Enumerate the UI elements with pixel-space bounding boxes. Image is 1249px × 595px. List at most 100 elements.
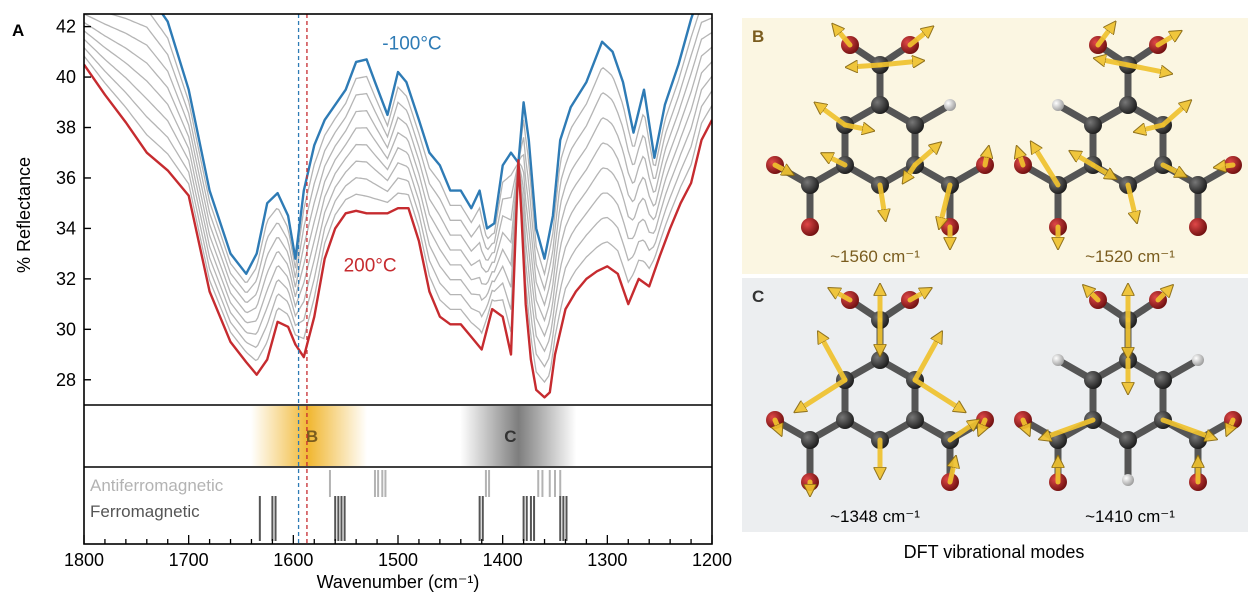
carbon-atom	[1119, 431, 1137, 449]
carbon-atom	[906, 411, 924, 429]
plot-frame	[83, 13, 713, 545]
vibration-arrow	[1160, 417, 1213, 438]
hydrogen-atom	[1052, 354, 1064, 366]
vibration-arrow	[1218, 165, 1236, 167]
vibration-arrow	[877, 61, 920, 65]
vibration-arrow	[1155, 288, 1170, 303]
vibration-arrow	[905, 162, 918, 180]
molecule-mode-1410	[1014, 288, 1242, 491]
y-axis-label: % Reflectance	[14, 157, 34, 273]
vibration-arrow	[832, 290, 853, 303]
calc-row-label: Antiferromagnetic	[90, 476, 224, 495]
hydrogen-atom	[1052, 99, 1064, 111]
x-tick-label: 1300	[587, 550, 627, 570]
carbon-atom	[801, 431, 819, 449]
vibration-arrow	[1125, 62, 1168, 73]
vibration-arrow	[950, 460, 955, 485]
region-band-b	[251, 406, 368, 466]
panel-b-label: B	[752, 27, 764, 46]
spectrum-line-intermediate	[84, 47, 712, 368]
vibration-arrow	[1138, 122, 1166, 131]
curve-annotation: 200°C	[344, 255, 397, 276]
vibration-arrow	[1086, 288, 1101, 303]
hydrogen-atom	[1122, 474, 1134, 486]
oxygen-atom	[1189, 218, 1207, 236]
y-tick-label: 34	[56, 218, 76, 238]
y-tick-label: 42	[56, 17, 76, 37]
y-tick-label: 32	[56, 269, 76, 289]
carbon-atom	[801, 176, 819, 194]
vibration-arrow	[1160, 162, 1183, 175]
molecule-mode-1348	[766, 288, 994, 492]
vibration-arrow	[835, 27, 853, 48]
spectrum-line-intermediate	[84, 38, 712, 353]
vibration-arrow	[1018, 150, 1023, 168]
vibration-arrow	[1155, 33, 1178, 48]
vibration-arrow	[1023, 417, 1028, 432]
hydrogen-atom	[944, 99, 956, 111]
carbon-atom	[1084, 116, 1102, 134]
region-label-b: B	[306, 427, 318, 446]
x-tick-label: 1700	[169, 550, 209, 570]
spectrum-line-intermediate	[84, 21, 712, 323]
vibration-arrow	[912, 335, 940, 383]
x-tick-label: 1200	[692, 550, 732, 570]
vibration-arrow	[1125, 182, 1136, 219]
vibration-arrow	[947, 422, 976, 443]
carbon-atom	[906, 116, 924, 134]
calc-panel: B C Antiferromagnetic Ferromagnetic	[90, 406, 577, 541]
vibration-arrow	[907, 29, 930, 48]
mode-label-1560: ~1560 cm⁻¹	[830, 247, 920, 266]
spectrum-panel: B C Antiferromagnetic Ferromagnetic 28 30 32 3…	[12, 13, 732, 592]
vibration-arrow	[907, 290, 928, 303]
vibration-arrow	[818, 105, 848, 128]
spectrum-curves	[84, 14, 712, 399]
panel-c: C ~1348 cm⁻¹ ~1410 cm⁻¹	[742, 278, 1248, 532]
vibration-arrow	[842, 125, 870, 130]
x-tick-label: 1400	[483, 550, 523, 570]
vibration-arrow	[912, 145, 938, 168]
vibration-arrow	[825, 155, 848, 168]
annotations: -100°C 200°C	[344, 33, 442, 276]
molecule-mode-1560	[766, 27, 994, 245]
hydrogen-atom	[1192, 354, 1204, 366]
spectrum-line-intermediate	[84, 30, 712, 338]
oxygen-atom	[801, 218, 819, 236]
vibration-arrow	[1033, 145, 1061, 188]
vibration-arrow	[1095, 25, 1113, 48]
spectrum-line-intermediate	[108, 14, 712, 293]
y-tick-label: 38	[56, 118, 76, 138]
y-tick-label: 36	[56, 168, 76, 188]
mode-label-1520: ~1520 cm⁻¹	[1085, 247, 1175, 266]
spectrum-line-cold	[160, 14, 695, 275]
x-axis-ticks: 1800 1700 1600 1500 1400 1300 1200	[64, 535, 732, 570]
region-band-c	[460, 406, 577, 466]
x-tick-label: 1600	[273, 550, 313, 570]
panel-c-label: C	[752, 287, 764, 306]
vibration-arrow	[820, 335, 848, 383]
molecule-mode-1520	[1014, 25, 1242, 245]
vibration-arrow	[1043, 417, 1096, 438]
carbon-atom	[1119, 96, 1137, 114]
vibration-arrow	[985, 150, 988, 168]
y-tick-label: 28	[56, 370, 76, 390]
vibration-arrow	[880, 182, 885, 217]
mode-label-1410: ~1410 cm⁻¹	[1085, 507, 1175, 526]
spectrum-line-intermediate	[84, 55, 712, 384]
panel-a-label: A	[12, 21, 24, 40]
panel-c-background	[742, 278, 1248, 532]
y-axis-ticks: 28 30 32 34 36 38 40 42	[56, 17, 91, 390]
carbon-atom	[1189, 176, 1207, 194]
spectrum-line-hot	[84, 63, 712, 399]
x-axis-label: Wavenumber (cm⁻¹)	[317, 572, 480, 592]
carbon-atom	[1084, 371, 1102, 389]
vibration-arrow	[1098, 59, 1131, 68]
vibration-arrow	[912, 377, 962, 410]
panel-b-background	[742, 18, 1248, 274]
spectrum-line-intermediate	[84, 14, 712, 308]
vibration-arrow	[940, 182, 953, 225]
vibration-arrow	[772, 162, 790, 173]
carbon-atom	[836, 411, 854, 429]
spectrum-line-intermediate	[149, 14, 700, 283]
